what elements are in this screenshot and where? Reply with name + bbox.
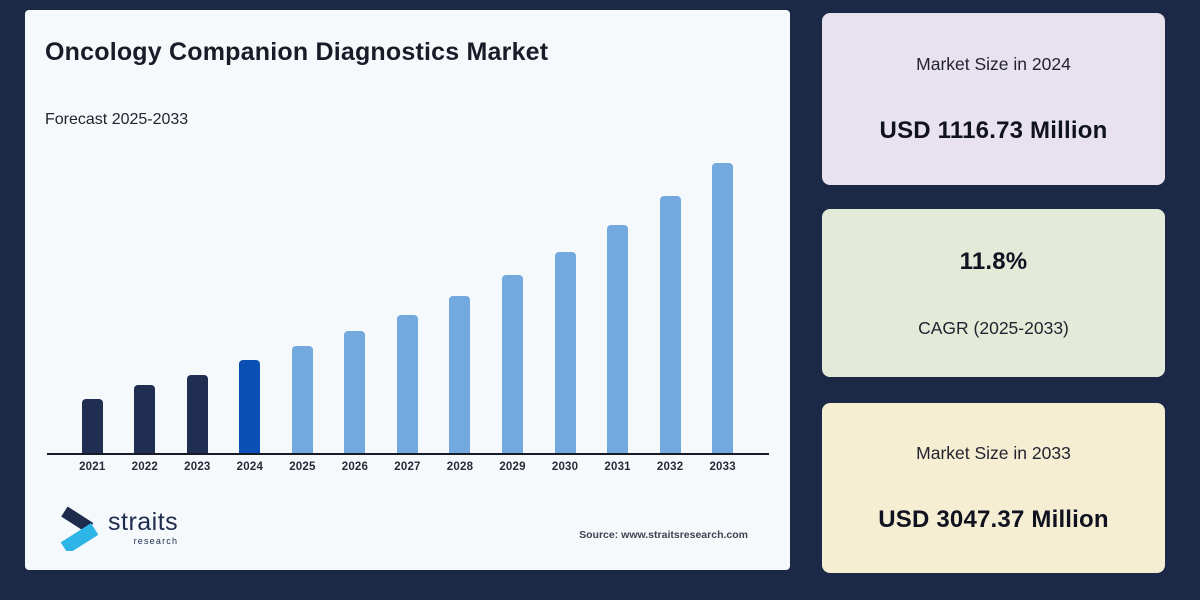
stat-card-market-size-2033: Market Size in 2033 USD 3047.37 Million: [822, 403, 1165, 573]
x-axis-label-2031: 2031: [604, 461, 631, 473]
bar-column: [171, 163, 224, 453]
bar-2033: [712, 163, 734, 453]
bar-column: [591, 163, 644, 453]
bar-2025: [291, 346, 313, 453]
stat-card-market-size-2024: Market Size in 2024 USD 1116.73 Million: [822, 13, 1165, 185]
stat-value: USD 1116.73 Million: [879, 116, 1108, 144]
brand-logo: straits research: [58, 505, 178, 551]
bar-column: [66, 163, 119, 453]
bar-2032: [659, 196, 681, 453]
x-axis-label-2025: 2025: [289, 461, 316, 473]
bar-2021: [81, 398, 103, 453]
bar-column: [329, 163, 382, 453]
bar-column: [434, 163, 487, 453]
stat-value: 11.8%: [959, 247, 1028, 275]
x-axis-label-2028: 2028: [446, 461, 474, 473]
brand-wordmark: straits research: [108, 508, 179, 547]
bar-2024: [239, 359, 261, 453]
x-axis-label-2029: 2029: [499, 461, 526, 473]
bar-column: [539, 163, 592, 453]
bar-2026: [344, 331, 366, 453]
x-axis-label-2032: 2032: [656, 461, 684, 473]
x-axis-label-2021: 2021: [79, 461, 106, 473]
bar-column: [119, 163, 172, 453]
bar-2028: [449, 295, 471, 453]
straits-arrow-icon: [60, 506, 99, 551]
bar-column: [224, 163, 277, 453]
x-axis-label-2030: 2030: [551, 461, 579, 473]
brand-name: straits: [108, 508, 179, 536]
x-axis-label-2027: 2027: [394, 461, 421, 473]
stat-label: Market Size in 2024: [916, 53, 1071, 74]
bar-2031: [607, 225, 629, 453]
bar-2030: [554, 251, 576, 453]
chart-card: Oncology Companion Diagnostics Market Fo…: [25, 10, 790, 570]
x-axis-labels: 2021 2022 2023 2024 2025 2026 2027 2028 2029 2030…: [66, 461, 749, 473]
bar-column: [486, 163, 539, 453]
bar-2023: [186, 375, 208, 453]
bar-column: [696, 163, 749, 453]
bar-column: [644, 163, 697, 453]
x-axis-label-2024: 2024: [236, 461, 264, 473]
brand-subname: research: [133, 536, 179, 546]
stat-label: Market Size in 2033: [916, 442, 1071, 463]
source-attribution: Source: www.straitsresearch.com: [579, 529, 748, 541]
x-axis-label-2023: 2023: [184, 461, 211, 473]
page-title: Oncology Companion Diagnostics Market: [45, 38, 549, 66]
forecast-subtitle: Forecast 2025-2033: [45, 111, 189, 128]
x-axis-line: [47, 453, 769, 455]
bar-2027: [396, 314, 418, 453]
x-axis-label-2026: 2026: [341, 461, 369, 473]
bar-2022: [134, 385, 156, 453]
bar-column: [381, 163, 434, 453]
stat-label: CAGR (2025-2033): [918, 317, 1069, 338]
bar-2029: [502, 274, 524, 453]
bar-plot: [66, 163, 749, 453]
x-axis-label-2033: 2033: [709, 461, 736, 473]
stat-card-cagr: 11.8% CAGR (2025-2033): [822, 209, 1165, 377]
stat-value: USD 3047.37 Million: [878, 505, 1109, 533]
bar-column: [276, 163, 329, 453]
x-axis-label-2022: 2022: [131, 461, 158, 473]
